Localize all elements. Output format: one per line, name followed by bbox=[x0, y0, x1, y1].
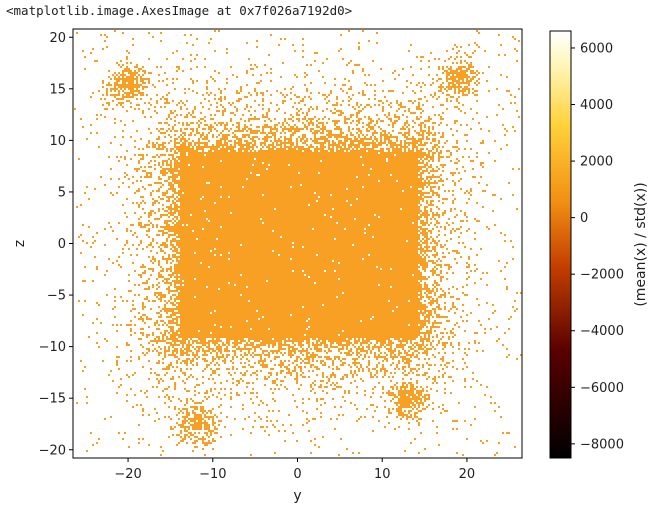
colorbar bbox=[549, 30, 572, 459]
heatmap-cells bbox=[74, 30, 522, 456]
colorbar-tick-label: 2000 bbox=[580, 155, 613, 170]
x-tick-label: 10 bbox=[374, 467, 391, 482]
colorbar-tick-label: 0 bbox=[580, 211, 588, 226]
cell-output-text: <matplotlib.image.AxesImage at 0x7f026a7… bbox=[6, 3, 353, 18]
y-axis: −20 −15 −10 −5 0 5 10 15 20 bbox=[39, 31, 73, 458]
y-axis-label: z bbox=[12, 240, 28, 247]
x-tick-label: 0 bbox=[293, 467, 301, 482]
x-tick-label: −10 bbox=[199, 467, 226, 482]
y-tick-label: −15 bbox=[39, 392, 66, 407]
x-axis: −20 −10 0 10 20 bbox=[114, 458, 475, 482]
heatmap-pixels bbox=[74, 30, 522, 456]
x-tick-label: 20 bbox=[459, 467, 476, 482]
y-tick-label: −5 bbox=[47, 289, 66, 304]
colorbar-tick-label: −4000 bbox=[580, 324, 624, 339]
y-tick-label: 0 bbox=[58, 237, 66, 252]
colorbar-ticks: −8000 −6000 −4000 −2000 0 2000 4000 6000 bbox=[571, 41, 624, 452]
y-tick-label: 20 bbox=[49, 31, 66, 46]
colorbar-tick-label: −8000 bbox=[580, 437, 624, 452]
y-tick-label: −10 bbox=[39, 340, 66, 355]
colorbar-tick-label: 4000 bbox=[580, 98, 613, 113]
y-tick-label: 10 bbox=[49, 134, 66, 149]
colorbar-tick-label: −2000 bbox=[580, 268, 624, 283]
colorbar-tick-label: −6000 bbox=[580, 381, 624, 396]
colorbar-tick-label: 6000 bbox=[580, 41, 613, 56]
y-tick-label: −20 bbox=[39, 443, 66, 458]
x-axis-label: y bbox=[293, 488, 301, 504]
y-tick-label: 5 bbox=[58, 185, 66, 200]
x-tick-label: −20 bbox=[114, 467, 141, 482]
y-tick-label: 15 bbox=[49, 82, 66, 97]
colorbar-label: (mean(x) / std(x)) bbox=[633, 182, 649, 306]
